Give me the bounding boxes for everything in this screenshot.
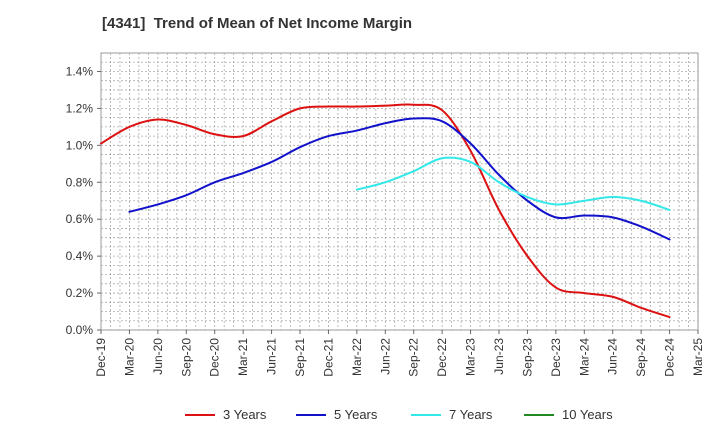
series-line-3-years	[100, 103, 671, 319]
y-tick-label: 0.2%	[66, 286, 94, 300]
x-tick-label: Mar-25	[691, 338, 705, 376]
legend-label: 3 Years	[223, 407, 267, 422]
x-tick-label: Jun-24	[606, 338, 620, 375]
y-tick-label: 0.8%	[66, 175, 94, 189]
y-tick-label: 0.6%	[66, 212, 94, 226]
x-tick-label: Sep-20	[179, 338, 193, 377]
x-tick-label: Mar-22	[350, 338, 364, 376]
x-tick-label: Jun-22	[378, 338, 392, 375]
x-tick-label: Sep-24	[634, 338, 648, 377]
y-tick-label: 1.4%	[66, 64, 94, 78]
x-tick-label: Mar-20	[122, 338, 136, 376]
x-tick-label: Dec-24	[663, 338, 677, 377]
x-tick-label: Dec-23	[549, 338, 563, 377]
x-tick-label: Mar-21	[236, 338, 250, 376]
y-tick-label: 1.0%	[66, 138, 94, 152]
x-tick-label: Jun-20	[151, 338, 165, 375]
x-tick-label: Dec-21	[321, 338, 335, 377]
x-tick-label: Sep-22	[407, 338, 421, 377]
series-line-7-years	[355, 156, 671, 211]
legend-label: 10 Years	[562, 407, 613, 422]
legend-label: 5 Years	[334, 407, 378, 422]
x-tick-label: Dec-22	[435, 338, 449, 377]
x-tick-label: Jun-23	[492, 338, 506, 375]
x-tick-label: Sep-23	[520, 338, 534, 377]
x-tick-label: Mar-23	[464, 338, 478, 376]
x-tick-label: Jun-21	[265, 338, 279, 375]
legend-label: 7 Years	[449, 407, 493, 422]
series-line-5-years	[128, 117, 671, 241]
y-tick-label: 0.0%	[66, 323, 94, 337]
chart-title: [4341] Trend of Mean of Net Income Margi…	[102, 15, 413, 32]
x-tick-label: Sep-21	[293, 338, 307, 377]
x-tick-label: Dec-20	[208, 338, 222, 377]
x-tick-label: Dec-19	[94, 338, 108, 377]
y-tick-label: 1.2%	[66, 101, 94, 115]
x-tick-label: Mar-24	[577, 338, 591, 376]
y-tick-label: 0.4%	[66, 249, 94, 263]
